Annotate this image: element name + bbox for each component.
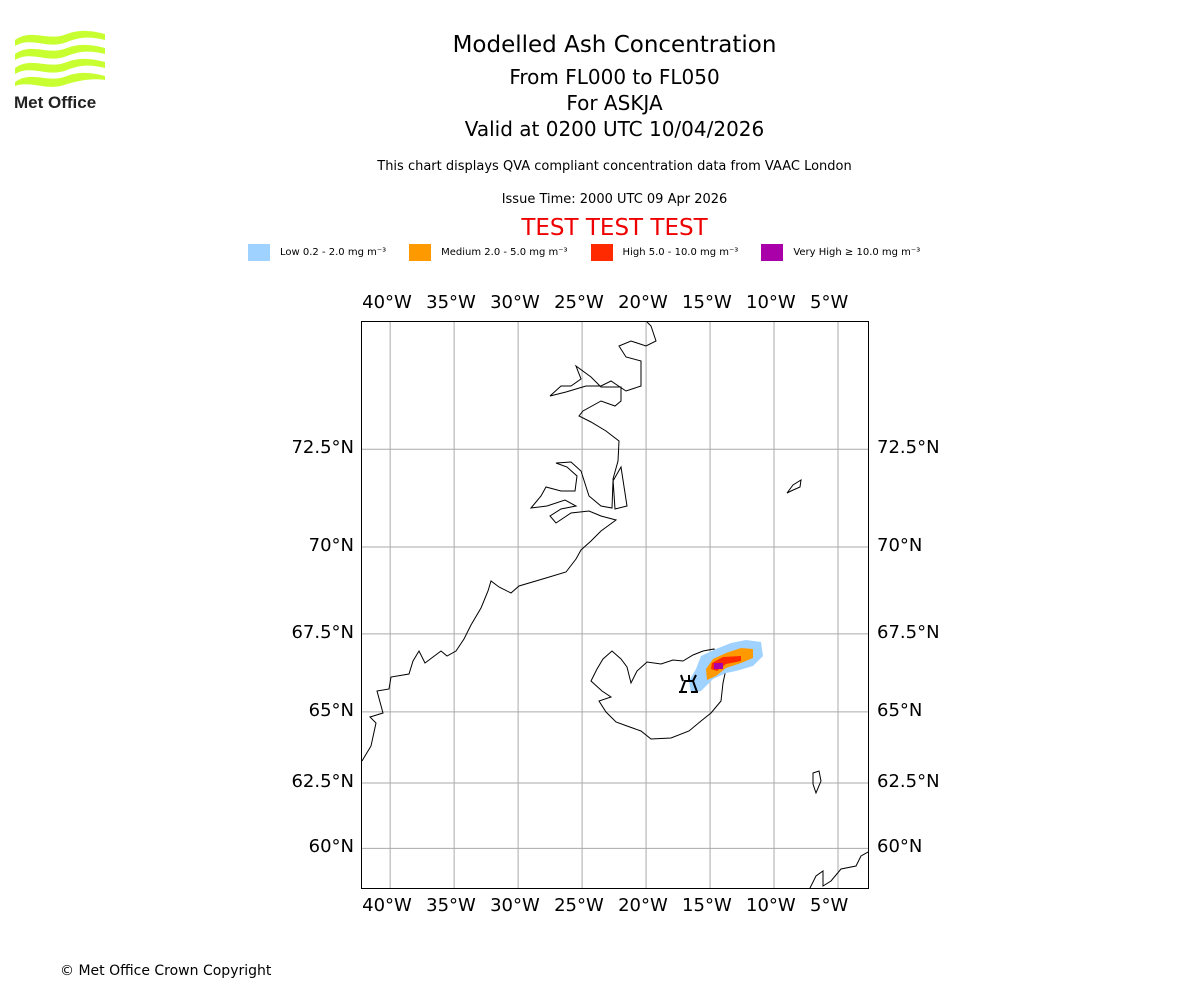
lat-tick-label-left: 62.5°N [291, 770, 354, 792]
coastline-greenland [362, 322, 657, 762]
ash-plume [689, 640, 763, 693]
lon-tick-label-top: 5°W [810, 292, 849, 313]
coastline-faroes [812, 770, 822, 795]
legend-swatch [248, 244, 270, 261]
legend: Low 0.2 - 2.0 mg m⁻³ Medium 2.0 - 5.0 mg… [248, 244, 943, 261]
lat-tick-label-right: 70°N [877, 535, 923, 557]
lat-tick-label-left: 65°N [308, 699, 354, 721]
copyright: © Met Office Crown Copyright [60, 963, 272, 979]
lon-tick-label-top: 40°W [362, 292, 412, 313]
ash-medium [706, 648, 753, 680]
volcano-name: For ASKJA [566, 91, 663, 115]
issue-time: Issue Time: 2000 UTC 09 Apr 2026 [501, 192, 728, 207]
volcano-icon [679, 674, 698, 693]
legend-item-low: Low 0.2 - 2.0 mg m⁻³ [248, 244, 386, 261]
lat-tick-label-left: 70°N [308, 535, 354, 557]
lat-tick-label-right: 72.5°N [877, 437, 940, 459]
lat-tick-label-right: 65°N [877, 699, 923, 721]
lon-tick-label-bottom: 40°W [362, 895, 412, 916]
lon-tick-label-bottom: 20°W [618, 895, 668, 916]
valid-time: Valid at 0200 UTC 10/04/2026 [464, 117, 765, 141]
lon-tick-label-bottom: 25°W [554, 895, 604, 916]
legend-label: Very High ≥ 10.0 mg m⁻³ [793, 247, 921, 258]
legend-label: Low 0.2 - 2.0 mg m⁻³ [280, 247, 387, 258]
lon-tick-label-bottom: 5°W [810, 895, 849, 916]
lon-tick-label-top: 30°W [490, 292, 540, 313]
coastline-jan-mayen [786, 479, 802, 494]
coastline-shetland [809, 851, 868, 888]
lat-tick-label-right: 67.5°N [877, 621, 940, 643]
met-office-logo: Met Office [14, 30, 105, 112]
lat-tick-label-left: 60°N [308, 836, 354, 858]
lon-tick-label-top: 35°W [426, 292, 476, 313]
lat-tick-label-left: 67.5°N [291, 621, 354, 643]
description: This chart displays QVA compliant concen… [377, 159, 852, 174]
map-svg [362, 322, 868, 888]
lon-tick-label-top: 10°W [746, 292, 796, 313]
legend-item-medium: Medium 2.0 - 5.0 mg m⁻³ [409, 244, 568, 261]
legend-label: Medium 2.0 - 5.0 mg m⁻³ [441, 247, 568, 258]
legend-swatch [409, 244, 432, 261]
svg-text:Met Office: Met Office [14, 93, 96, 112]
legend-swatch [761, 244, 784, 261]
lat-tick-label-left: 72.5°N [291, 437, 354, 459]
chart-title: Modelled Ash Concentration [452, 32, 777, 58]
lon-tick-label-bottom: 35°W [426, 895, 476, 916]
lon-tick-label-top: 25°W [554, 292, 604, 313]
legend-label: High 5.0 - 10.0 mg m⁻³ [622, 247, 739, 258]
flight-levels: From FL000 to FL050 [509, 65, 720, 89]
legend-item-high: High 5.0 - 10.0 mg m⁻³ [590, 244, 739, 261]
lon-tick-label-bottom: 10°W [746, 895, 796, 916]
lon-tick-label-bottom: 15°W [682, 895, 732, 916]
lon-tick-label-bottom: 30°W [490, 895, 540, 916]
test-banner: TEST TEST TEST [521, 215, 708, 241]
lon-tick-label-top: 20°W [618, 292, 668, 313]
legend-swatch [590, 244, 613, 261]
lon-tick-label-top: 15°W [682, 292, 732, 313]
graticule [362, 322, 868, 888]
lat-tick-label-right: 62.5°N [877, 770, 940, 792]
legend-item-very-high: Very High ≥ 10.0 mg m⁻³ [761, 244, 920, 261]
ash-very-high [714, 663, 723, 669]
map-frame [361, 321, 869, 889]
lat-tick-label-right: 60°N [877, 836, 923, 858]
